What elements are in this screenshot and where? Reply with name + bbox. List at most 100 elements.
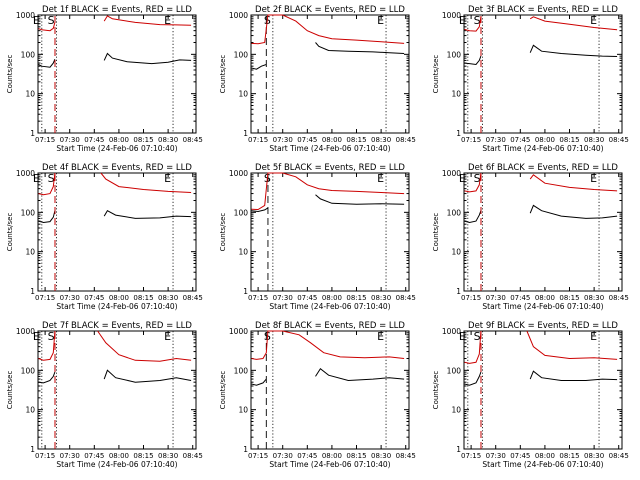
x-tick-label: 08:00 bbox=[109, 136, 129, 144]
x-tick-label: 07:30 bbox=[273, 452, 293, 460]
y-tick-label: 10 bbox=[25, 406, 35, 415]
x-tick-label: 08:30 bbox=[371, 136, 391, 144]
marker-label-E: E bbox=[33, 330, 40, 343]
y-tick-label: 10 bbox=[238, 406, 248, 415]
x-axis-label: Start Time (24-Feb-06 07:10:40) bbox=[482, 460, 603, 469]
plot-frame bbox=[37, 330, 197, 450]
y-tick-label: 10 bbox=[238, 248, 248, 257]
y-tick-label: 1 bbox=[456, 129, 461, 138]
x-axis-label: Start Time (24-Feb-06 07:10:40) bbox=[482, 302, 603, 311]
plot-frame bbox=[37, 172, 197, 292]
marker-label-S: S bbox=[474, 14, 481, 27]
x-tick-label: 08:45 bbox=[609, 136, 629, 144]
y-tick-label: 1000 bbox=[442, 11, 461, 20]
y-tick-label: 100 bbox=[234, 208, 249, 217]
marker-label-E: E bbox=[459, 14, 466, 27]
x-tick-label: 08:15 bbox=[346, 136, 366, 144]
events-line bbox=[251, 42, 405, 70]
x-axis-label: Start Time (24-Feb-06 07:10:40) bbox=[56, 460, 177, 469]
y-axis-label: Counts/sec bbox=[219, 213, 227, 252]
y-tick-label: 1000 bbox=[442, 169, 461, 178]
y-tick-label: 10 bbox=[451, 90, 461, 99]
x-tick-label: 07:15 bbox=[35, 136, 55, 144]
x-tick-label: 08:30 bbox=[158, 136, 178, 144]
x-axis-label: Start Time (24-Feb-06 07:10:40) bbox=[269, 460, 390, 469]
y-tick-label: 1000 bbox=[229, 11, 248, 20]
y-tick-label: 100 bbox=[447, 208, 462, 217]
x-tick-label: 07:45 bbox=[510, 294, 530, 302]
y-axis-label: Counts/sec bbox=[6, 371, 14, 410]
x-tick-label: 07:15 bbox=[461, 136, 481, 144]
y-axis-label: Counts/sec bbox=[219, 371, 227, 410]
lld-line bbox=[38, 15, 192, 32]
marker-label-S: S bbox=[48, 330, 55, 343]
x-tick-label: 07:45 bbox=[510, 452, 530, 460]
x-tick-label: 07:45 bbox=[84, 136, 104, 144]
x-tick-label: 08:30 bbox=[158, 294, 178, 302]
x-tick-label: 08:45 bbox=[183, 452, 203, 460]
plot-frame bbox=[463, 172, 623, 292]
events-line bbox=[251, 367, 405, 386]
plot-frame bbox=[250, 14, 410, 134]
x-tick-label: 07:15 bbox=[461, 294, 481, 302]
lld-line bbox=[38, 172, 192, 196]
y-axis-label: Counts/sec bbox=[219, 55, 227, 94]
lld-line bbox=[464, 172, 618, 193]
marker-label-E: E bbox=[164, 330, 171, 343]
x-tick-label: 07:30 bbox=[60, 452, 80, 460]
y-tick-label: 100 bbox=[234, 50, 249, 59]
chart-panel-7: Det 7f BLACK = Events, RED = LLD Counts/s… bbox=[6, 321, 203, 469]
x-tick-label: 08:45 bbox=[396, 452, 416, 460]
x-tick-label: 08:00 bbox=[535, 452, 555, 460]
y-tick-label: 100 bbox=[234, 366, 249, 375]
x-tick-label: 08:30 bbox=[371, 452, 391, 460]
plot-frame bbox=[463, 14, 623, 134]
x-tick-label: 07:45 bbox=[297, 294, 317, 302]
chart-panel-5: Det 5f BLACK = Events, RED = LLD Counts/s… bbox=[219, 163, 416, 311]
y-tick-label: 1 bbox=[456, 287, 461, 296]
y-tick-label: 10 bbox=[25, 90, 35, 99]
x-tick-label: 08:00 bbox=[322, 452, 342, 460]
events-line bbox=[251, 194, 405, 213]
x-tick-label: 08:15 bbox=[559, 136, 579, 144]
chart-panel-2: Det 2f BLACK = Events, RED = LLD Counts/s… bbox=[219, 5, 416, 153]
x-tick-label: 07:30 bbox=[60, 136, 80, 144]
marker-label-S: S bbox=[48, 14, 55, 27]
x-tick-label: 07:15 bbox=[248, 452, 268, 460]
x-tick-label: 07:30 bbox=[486, 294, 506, 302]
events-line bbox=[464, 44, 618, 66]
x-axis-label: Start Time (24-Feb-06 07:10:40) bbox=[269, 302, 390, 311]
x-tick-label: 08:30 bbox=[584, 294, 604, 302]
x-tick-label: 08:00 bbox=[322, 294, 342, 302]
chart-panel-9: Det 9f BLACK = Events, RED = LLD Counts/s… bbox=[432, 321, 629, 469]
events-line bbox=[38, 52, 192, 68]
y-tick-label: 1 bbox=[243, 287, 248, 296]
x-tick-label: 07:45 bbox=[510, 136, 530, 144]
marker-label-E: E bbox=[377, 172, 384, 185]
x-tick-label: 08:45 bbox=[183, 294, 203, 302]
x-tick-label: 07:30 bbox=[273, 294, 293, 302]
marker-label-E: E bbox=[164, 172, 171, 185]
plot-frame bbox=[250, 330, 410, 450]
plot-frame bbox=[463, 330, 623, 450]
y-tick-label: 1 bbox=[243, 129, 248, 138]
y-tick-label: 100 bbox=[21, 366, 36, 375]
y-axis-label: Counts/sec bbox=[432, 213, 440, 252]
x-axis-label: Start Time (24-Feb-06 07:10:40) bbox=[482, 144, 603, 153]
x-tick-label: 08:15 bbox=[559, 452, 579, 460]
x-tick-label: 08:15 bbox=[133, 294, 153, 302]
marker-label-E: E bbox=[377, 330, 384, 343]
x-tick-label: 08:45 bbox=[609, 452, 629, 460]
x-tick-label: 08:45 bbox=[396, 136, 416, 144]
events-line bbox=[464, 204, 618, 224]
y-tick-label: 1 bbox=[30, 287, 35, 296]
x-tick-label: 07:30 bbox=[486, 452, 506, 460]
x-axis-label: Start Time (24-Feb-06 07:10:40) bbox=[56, 144, 177, 153]
chart-title: Det 3f BLACK = Events, RED = LLD bbox=[468, 5, 618, 15]
x-tick-label: 07:15 bbox=[248, 136, 268, 144]
chart-title: Det 4f BLACK = Events, RED = LLD bbox=[42, 163, 192, 173]
y-tick-label: 1 bbox=[30, 129, 35, 138]
plot-frame bbox=[250, 172, 410, 292]
marker-label-E: E bbox=[590, 330, 597, 343]
